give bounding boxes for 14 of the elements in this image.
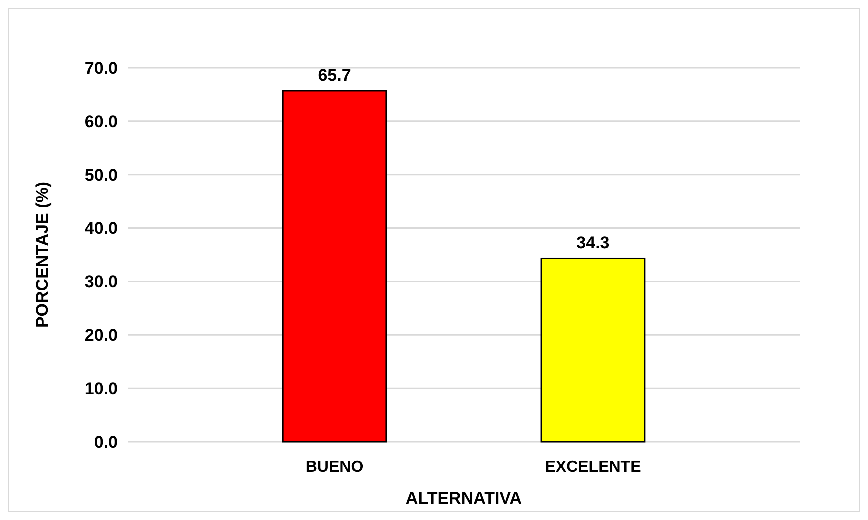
data-label: 34.3: [576, 234, 610, 253]
y-tick-label: 40.0: [84, 219, 118, 238]
y-tick-label: 30.0: [84, 272, 118, 292]
data-label: 65.7: [318, 66, 352, 85]
x-axis-title: ALTERNATIVA: [406, 489, 522, 508]
y-tick-label: 50.0: [84, 166, 118, 185]
y-tick-label: 20.0: [84, 326, 118, 346]
y-tick-label: 70.0: [84, 58, 118, 78]
x-tick-label: EXCELENTE: [545, 459, 642, 476]
x-tick-label: BUENO: [306, 459, 364, 476]
y-tick-label: 60.0: [84, 112, 118, 132]
y-tick-label: 0.0: [94, 432, 118, 452]
y-tick-label: 10.0: [84, 380, 118, 399]
y-axis-title: PORCENTAJE (%): [33, 182, 52, 328]
